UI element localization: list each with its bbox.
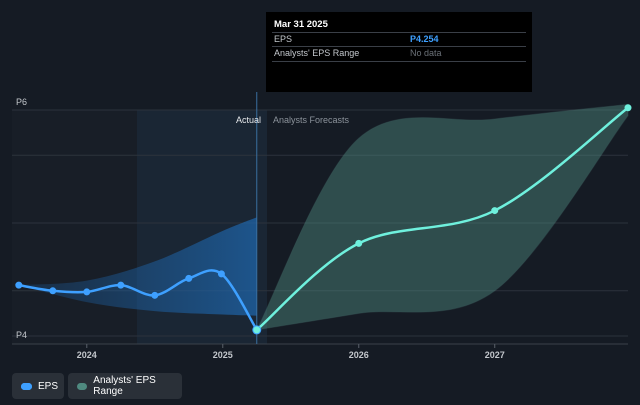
x-tick-label-2027: 2027 — [485, 350, 505, 360]
eps-point-5 — [185, 274, 193, 282]
legend-item-eps-range[interactable]: Analysts' EPS Range — [68, 373, 182, 399]
tooltip-range-value: No data — [410, 48, 442, 58]
eps-point-0 — [15, 281, 23, 289]
y-tick-label-top: P6 — [16, 97, 27, 107]
eps-point-6 — [217, 270, 225, 278]
forecast-label: Analysts Forecasts — [273, 115, 350, 125]
gridlines — [12, 109, 628, 345]
actual-label: Actual — [236, 115, 261, 125]
eps-line-forecast — [255, 106, 629, 331]
forecast-point-1 — [355, 239, 363, 247]
legend-range-label: Analysts' EPS Range — [93, 375, 156, 397]
eps-point-2 — [83, 288, 91, 296]
range-legend-dot-icon — [77, 382, 88, 390]
eps-legend-dot-icon — [21, 382, 32, 390]
tooltip-eps-label: EPS — [274, 34, 293, 44]
x-axis: 2024 2025 2026 2027 — [77, 344, 505, 360]
eps-point-1 — [49, 287, 57, 295]
tooltip-date: Mar 31 2025 — [274, 19, 328, 30]
eps-point-3 — [117, 281, 125, 289]
data-points — [15, 104, 632, 335]
tooltip-row-range: Analysts' EPS Range No data — [272, 46, 526, 62]
legend-eps-label: EPS — [38, 380, 59, 392]
x-tick-label-2025: 2025 — [213, 350, 233, 360]
forecast-point-3 — [624, 104, 632, 112]
tooltip-range-label: Analysts' EPS Range — [274, 48, 360, 58]
legend-item-eps[interactable]: EPS — [12, 373, 64, 399]
y-tick-label-bottom: P4 — [16, 330, 27, 340]
eps-point-4 — [151, 291, 159, 299]
tooltip-row-eps: EPS P4.254 — [272, 32, 526, 47]
x-tick-label-2026: 2026 — [349, 350, 369, 360]
forecast-point-0 — [253, 326, 261, 334]
x-tick-label-2024: 2024 — [77, 350, 97, 360]
forecast-point-2 — [491, 207, 499, 215]
hover-tooltip: Mar 31 2025 EPS P4.254 Analysts' EPS Ran… — [266, 12, 532, 92]
tooltip-eps-value: P4.254 — [410, 34, 439, 44]
